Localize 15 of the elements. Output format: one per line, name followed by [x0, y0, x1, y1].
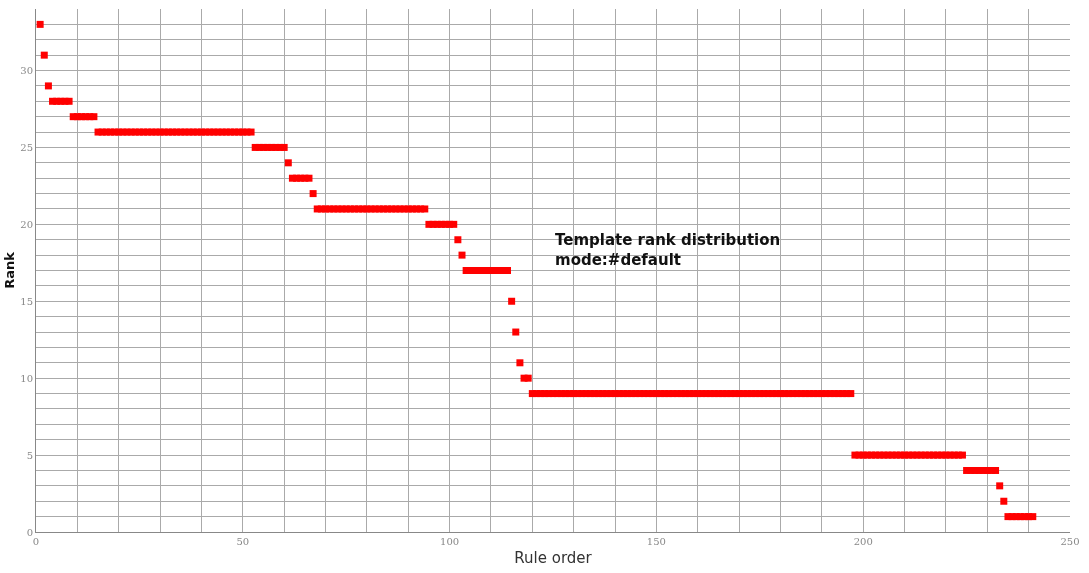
- y-tick-label: 0: [26, 526, 33, 538]
- y-tick-label: 5: [26, 449, 33, 461]
- x-tick-label: 100: [440, 536, 460, 547]
- y-tick-label: 30: [20, 65, 33, 77]
- x-tick-label: 50: [236, 536, 250, 547]
- x-tick-label: 150: [646, 536, 666, 547]
- x-axis-title: Rule order: [514, 549, 593, 567]
- x-tick-label: 200: [853, 536, 873, 547]
- y-tick-label: 20: [20, 218, 33, 230]
- y-tick-label: 10: [20, 372, 33, 384]
- x-tick-label: 250: [1060, 536, 1080, 547]
- y-tick-label: 15: [20, 295, 33, 307]
- y-tick-label: 25: [20, 141, 33, 153]
- y-axis-title: Rank: [2, 251, 18, 289]
- annotation: Template rank distribution mode:#default: [555, 231, 781, 269]
